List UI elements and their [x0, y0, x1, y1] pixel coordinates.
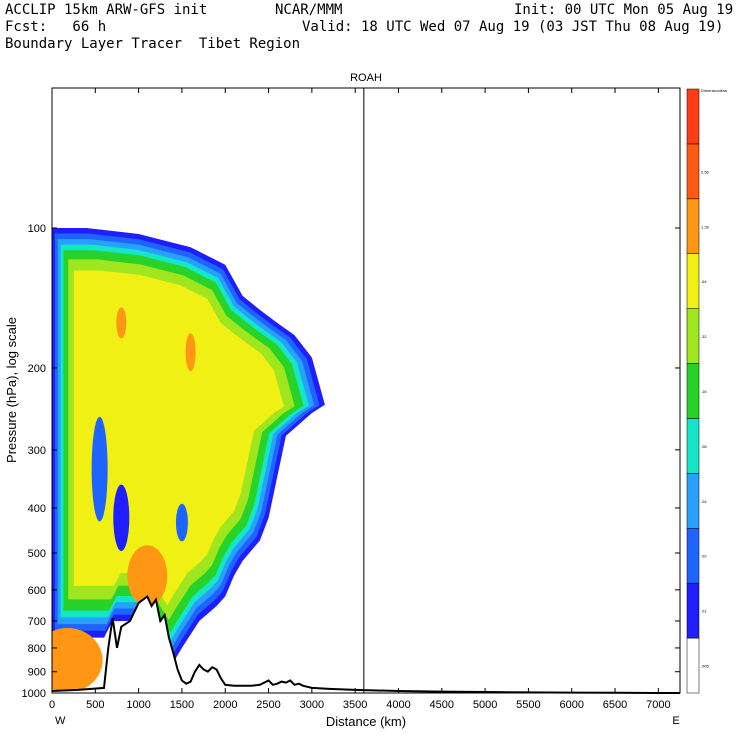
x-tick-label: 6500: [603, 699, 627, 711]
terrain-profile-line: [51, 594, 680, 694]
plume-low-patch: [175, 503, 188, 542]
colorbar-swatch: [686, 253, 700, 309]
colorbar-swatch: [686, 582, 700, 639]
x-axis: 0 500 1000 1500 2000 2500 3000 3500 4000 4500 5000…: [49, 88, 671, 711]
colorbar-swatch: [686, 637, 700, 694]
plume-high-patch: [116, 307, 127, 339]
plume-low-patch: [113, 484, 130, 551]
x-tick-label: 3000: [300, 699, 324, 711]
plume-high-patch: [52, 628, 103, 693]
plume-high-patch: [185, 333, 196, 372]
colorbar-level-label: 2.56: [701, 169, 710, 174]
colorbar-level-label: .32: [701, 334, 707, 339]
header-fcst: Fcst: 66 h: [5, 19, 107, 35]
y-tick-label: 300: [28, 445, 46, 457]
header-org: NCAR/MMM: [275, 2, 343, 18]
y-tick-label: 600: [28, 585, 46, 597]
colorbar-level-label: .16: [701, 389, 707, 394]
x-axis-label: Distance (km): [326, 714, 406, 729]
header-field: Boundary Layer Tracer Tibet Region: [5, 36, 301, 52]
colorbar-swatch: [686, 473, 700, 529]
y-tick-label: 700: [28, 616, 46, 628]
colorbar: .005 .01 .02 .04 .08 .16 .32 .64 1.28 2.56 Dimensi…: [686, 88, 727, 694]
x-tick-label: 4000: [386, 699, 410, 711]
x-tick-label: 500: [86, 699, 104, 711]
east-label: E: [672, 715, 679, 727]
y-tick-label: 500: [28, 548, 46, 560]
west-label: W: [55, 715, 66, 727]
x-tick-label: 1000: [126, 699, 150, 711]
header-valid: Valid: 18 UTC Wed 07 Aug 19 (03 JST Thu …: [302, 19, 724, 35]
colorbar-title: Dimensionless: [701, 88, 727, 93]
header-init: Init: 00 UTC Mon 05 Aug 19: [514, 2, 734, 18]
plot-frame: [51, 87, 681, 694]
y-axis-label: Pressure (hPa), log scale: [4, 317, 19, 463]
y-tick-label: 800: [28, 643, 46, 655]
x-tick-label: 4500: [430, 699, 454, 711]
colorbar-level-label: .005: [701, 664, 710, 669]
x-tick-label: 1500: [170, 699, 194, 711]
x-tick-label: 5000: [473, 699, 497, 711]
y-tick-label: 200: [28, 363, 46, 375]
x-tick-label: 6000: [559, 699, 583, 711]
x-tick-label: 2000: [213, 699, 237, 711]
colorbar-swatch: [686, 198, 700, 254]
header-title: ACCLIP 15km ARW-GFS init: [5, 2, 208, 18]
colorbar-swatch: [686, 143, 700, 200]
colorbar-level-label: .01: [701, 609, 707, 614]
x-tick-label: 7000: [646, 699, 670, 711]
y-tick-label: 900: [28, 667, 46, 679]
colorbar-level-label: 1.28: [701, 224, 710, 229]
y-tick-label: 1000: [22, 688, 46, 700]
chart-title: ROAH: [350, 72, 382, 84]
colorbar-swatch: [686, 418, 700, 474]
x-tick-label: 0: [49, 699, 55, 711]
colorbar-level-label: .08: [701, 444, 707, 449]
tracer-plume: [52, 228, 680, 693]
colorbar-swatch: [686, 308, 700, 364]
colorbar-swatch: [686, 88, 700, 145]
below-ground-mask: [52, 596, 680, 693]
y-axis: 1000 900 800 700 600 500 400 300 200 100: [22, 223, 680, 700]
y-tick-label: 100: [28, 223, 46, 235]
x-tick-label: 2500: [256, 699, 280, 711]
colorbar-swatch: [686, 363, 700, 419]
y-tick-label: 400: [28, 503, 46, 515]
colorbar-level-label: .04: [701, 499, 707, 504]
x-tick-label: 5500: [516, 699, 540, 711]
colorbar-level-label: .02: [701, 554, 707, 559]
colorbar-swatch: [686, 528, 700, 584]
x-tick-label: 3500: [343, 699, 367, 711]
plume-low-patch: [91, 416, 108, 522]
plume-high-patch: [127, 545, 168, 607]
colorbar-level-label: .64: [701, 279, 707, 284]
